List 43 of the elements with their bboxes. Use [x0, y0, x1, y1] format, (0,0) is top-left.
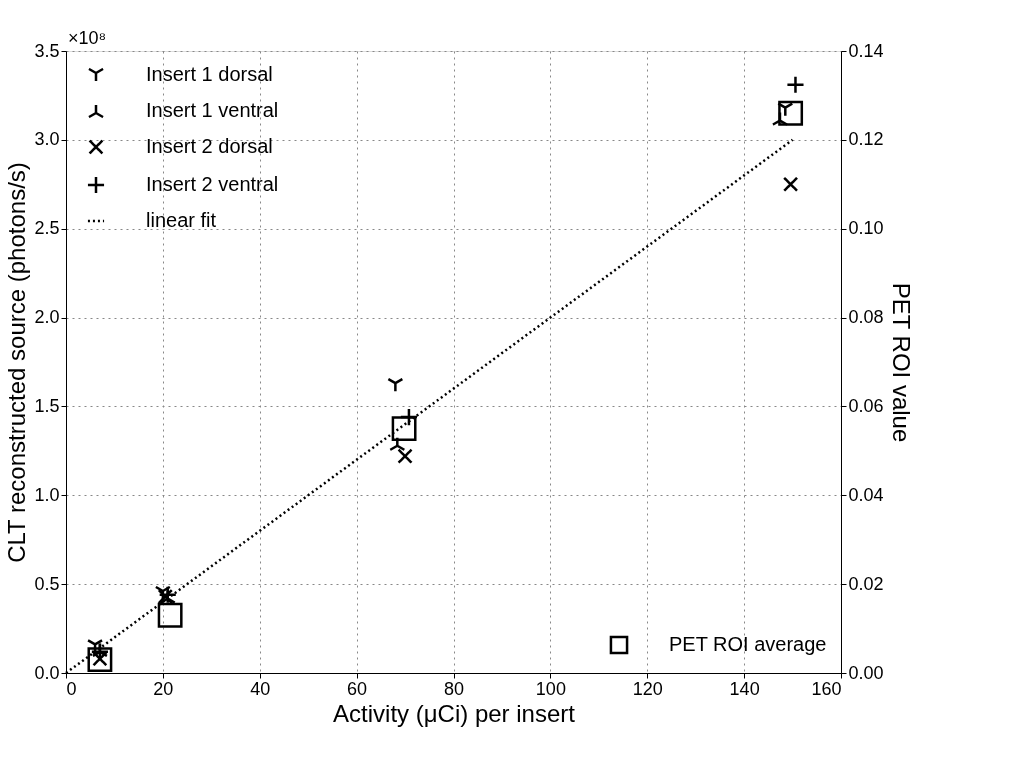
point: [154, 585, 172, 601]
y2-tick-label: 0.04: [848, 484, 884, 505]
y-tick-label: 2.0: [34, 307, 60, 328]
x-tick-label: 120: [632, 678, 663, 699]
legend-label: Insert 1 ventral: [146, 99, 279, 121]
x-tick-label: 160: [811, 678, 842, 699]
legend-label: linear fit: [146, 209, 217, 231]
y-tick-label: 3.0: [34, 129, 60, 150]
legend-label: Insert 1 dorsal: [146, 63, 273, 85]
y2-axis-title: PET ROI value: [887, 282, 915, 443]
point: [782, 176, 799, 192]
point: [778, 100, 804, 126]
point: [157, 602, 183, 628]
y2-tick-label: 0.14: [848, 40, 884, 61]
y-tick-label: 1.0: [34, 484, 60, 505]
point: [387, 377, 404, 393]
legend-label: Insert 2 dorsal: [146, 135, 273, 157]
y2-tick-label: 0.12: [848, 129, 884, 150]
x-tick-label: 80: [443, 678, 465, 699]
point: [391, 416, 417, 442]
y2-tick-label: 0.02: [848, 573, 884, 594]
y-tick-label: 0.0: [34, 662, 60, 683]
x-tick-label: 0: [66, 678, 77, 699]
x-tick-label: 140: [729, 678, 760, 699]
y2-tick-label: 0.06: [848, 395, 884, 416]
y2-tick-label: 0.00: [848, 662, 884, 683]
x-tick-label: 100: [535, 678, 566, 699]
y-tick-label: 0.5: [34, 573, 60, 594]
y-tick-label: 2.5: [34, 218, 60, 239]
y2-tick-label: 0.10: [848, 218, 884, 239]
y2-tick-label: 0.08: [848, 307, 884, 328]
legend-label: Insert 2 ventral: [146, 173, 279, 195]
legend-label: PET ROI average: [669, 633, 827, 655]
x-axis-title: Activity (μCi) per insert: [333, 699, 576, 727]
text: ×10⁸: [68, 28, 107, 48]
y-axis-title: CLT reconstructed source (photons/s): [3, 162, 31, 563]
point: [786, 75, 805, 95]
y-tick-label: 3.5: [34, 40, 60, 61]
x-tick-label: 20: [153, 678, 174, 699]
x-tick-label: 60: [347, 678, 368, 699]
point: [87, 647, 113, 673]
y-tick-label: 1.5: [34, 395, 60, 416]
x-tick-label: 40: [250, 678, 271, 699]
